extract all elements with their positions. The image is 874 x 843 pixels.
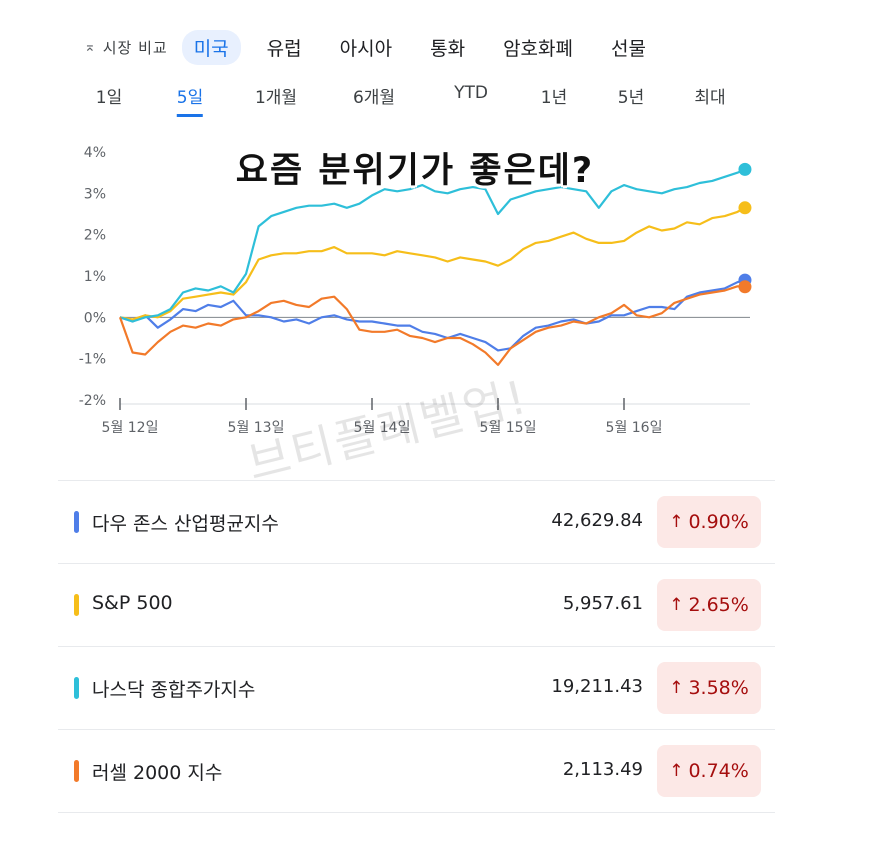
- change-percent: 3.58%: [688, 677, 749, 699]
- collapse-icon: ⌅: [84, 39, 97, 55]
- y-tick-label: 3%: [84, 186, 106, 202]
- y-tick-label: 0%: [84, 310, 106, 326]
- change-badge: ↑ 0.74%: [657, 745, 761, 797]
- series-swatch: [74, 760, 79, 782]
- series-swatch: [74, 594, 79, 616]
- overlay-caption: 요즘 분위기가 좋은데?: [235, 151, 595, 191]
- index-row[interactable]: 러셀 2000 지수 2,113.49 ↑ 0.74%: [58, 730, 775, 813]
- region-tab-5[interactable]: 선물: [610, 37, 646, 60]
- series-line-nasdaq: [119, 168, 746, 323]
- x-tick-label: 5월 13일: [228, 420, 285, 436]
- y-tick-label: -2%: [79, 393, 106, 409]
- series-swatch: [74, 511, 79, 533]
- market-card: [58, 0, 775, 843]
- index-name: 나스닥 종합주가지수: [92, 679, 256, 701]
- compare-markets-button[interactable]: ⌅ 시장 비교: [84, 37, 168, 58]
- index-value: 2,113.49: [562, 759, 643, 780]
- series-line-russell: [118, 285, 746, 366]
- series-end-point-russell: [738, 280, 752, 294]
- index-name: 러셀 2000 지수: [92, 762, 223, 784]
- y-tick-label: 2%: [84, 228, 106, 244]
- range-tab-7[interactable]: 최대: [694, 88, 726, 108]
- change-badge: ↑ 2.65%: [657, 579, 761, 631]
- index-row[interactable]: 다우 존스 산업평균지수 42,629.84 ↑ 0.90%: [58, 480, 775, 564]
- series-swatch: [74, 677, 79, 699]
- series-end-point-nasdaq: [738, 162, 752, 176]
- change-percent: 2.65%: [688, 594, 749, 616]
- range-tab-4[interactable]: YTD: [454, 83, 488, 103]
- index-row[interactable]: S&P 500 5,957.61 ↑ 2.65%: [58, 564, 775, 647]
- change-badge: ↑ 0.90%: [657, 496, 761, 548]
- index-name: S&P 500: [92, 592, 173, 614]
- region-tab-3[interactable]: 통화: [430, 37, 466, 60]
- compare-label: 시장 비교: [102, 38, 168, 57]
- range-tab-6[interactable]: 5년: [617, 88, 645, 108]
- arrow-up-icon: ↑: [669, 512, 684, 532]
- comparison-line-chart: 4% 3% 2% 1% 0% -1% -2% 5월 12일 5월 13일 5월 14일 5월 15일…: [79, 145, 752, 436]
- index-value: 19,211.43: [551, 676, 643, 697]
- index-value: 42,629.84: [551, 510, 643, 531]
- region-tab-0[interactable]: 미국: [181, 29, 241, 65]
- arrow-up-icon: ↑: [669, 761, 684, 781]
- x-tick-label: 5월 16일: [606, 420, 663, 436]
- x-tick-label: 5월 12일: [102, 420, 159, 436]
- region-tab-4[interactable]: 암호화폐: [503, 37, 573, 60]
- region-tab-2[interactable]: 아시아: [339, 37, 393, 60]
- index-name: 다우 존스 산업평균지수: [92, 513, 279, 535]
- region-tabs: ⌅ 시장 비교 미국 유럽 아시아 통화 암호화폐 선물: [84, 29, 672, 65]
- y-tick-label: 1%: [84, 269, 106, 285]
- range-tab-0[interactable]: 1일: [95, 88, 123, 108]
- y-tick-label: 4%: [84, 145, 106, 161]
- range-tab-3[interactable]: 6개월: [352, 88, 396, 108]
- region-tab-1[interactable]: 유럽: [266, 37, 302, 60]
- change-percent: 0.90%: [688, 511, 749, 533]
- arrow-up-icon: ↑: [669, 678, 684, 698]
- index-row[interactable]: 나스닥 종합주가지수 19,211.43 ↑ 3.58%: [58, 647, 775, 730]
- y-tick-label: -1%: [79, 352, 106, 368]
- arrow-up-icon: ↑: [669, 595, 684, 615]
- index-value: 5,957.61: [562, 593, 643, 614]
- range-tab-5[interactable]: 1년: [540, 88, 568, 108]
- index-list: 다우 존스 산업평균지수 42,629.84 ↑ 0.90% S&P 500 5,957.…: [58, 480, 775, 813]
- x-tick-label: 5월 15일: [480, 420, 537, 436]
- x-tick-label: 5월 14일: [354, 420, 411, 436]
- range-tab-1[interactable]: 5일: [176, 83, 204, 117]
- series-line-dow: [119, 279, 746, 352]
- change-badge: ↑ 3.58%: [657, 662, 761, 714]
- series-line-sp500: [119, 206, 746, 321]
- range-tab-2[interactable]: 1개월: [254, 88, 298, 108]
- change-percent: 0.74%: [688, 760, 749, 782]
- series-end-point-sp500: [738, 201, 752, 215]
